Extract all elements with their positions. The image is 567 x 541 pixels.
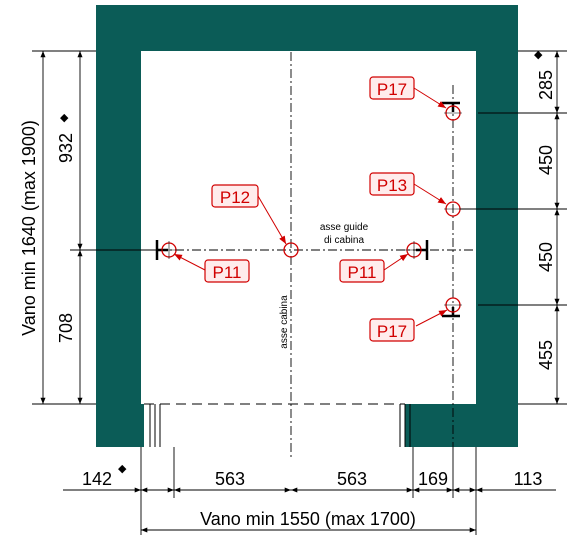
dim-563-b: 563 [337,469,367,489]
dim-285: 285 [536,70,556,100]
tag-p17-bottom: P17 [369,318,415,342]
dim-142: 142 [82,469,112,489]
tag-p12: P12 [211,184,259,208]
diamond-marker-285: ◆ [534,49,543,61]
dim-169: 169 [418,469,448,489]
guide-rails [155,101,460,318]
tag-p17-top: P17 [369,76,415,100]
tag-p11-left-label: P11 [213,263,242,282]
tag-p17-bottom-label: P17 [377,322,407,341]
diamond-marker-932: ◆ [60,112,69,124]
diamond-marker-142: ◆ [118,463,127,475]
note-asse-cabina: asse cabina [279,295,290,349]
tag-p17-top-label: P17 [377,80,407,99]
tag-leaders [173,87,448,327]
tag-p11-right: P11 [339,259,385,283]
tag-p12-label: P12 [220,188,250,207]
wall-bottom-left [96,404,144,447]
note-asse-guide-1: asse guide [320,222,369,233]
wall-bottom-right [405,404,518,447]
dim-vano-height: Vano min 1640 (max 1900) [19,120,39,336]
tag-p11-left: P11 [204,259,250,283]
wall-left [96,51,141,404]
point-p12 [283,242,299,258]
point-p11-right [405,241,423,259]
shaft-walls [96,5,518,447]
tag-p13: P13 [369,172,415,196]
door-opening [144,403,411,447]
wall-top [96,5,518,51]
anchor-points [160,105,462,313]
dim-450-b: 450 [536,242,556,272]
dim-vano-width: Vano min 1550 (max 1700) [200,509,416,529]
dim-113: 113 [514,469,543,489]
bottom-dimensions [63,447,556,535]
point-p11-left [160,241,178,259]
point-p17-bottom [444,297,462,313]
dim-708: 708 [56,313,76,343]
tag-p13-label: P13 [377,176,407,195]
note-asse-guide-2: di cabina [324,235,364,246]
point-p17-top [444,105,462,121]
tag-p11-right-label: P11 [348,263,377,282]
dim-932: 932 [56,133,76,163]
dim-450-a: 450 [536,145,556,175]
right-dimensions [460,50,567,405]
dim-563-a: 563 [215,469,245,489]
dim-455: 455 [536,340,556,370]
left-dimensions [32,50,160,405]
wall-right [476,51,518,404]
